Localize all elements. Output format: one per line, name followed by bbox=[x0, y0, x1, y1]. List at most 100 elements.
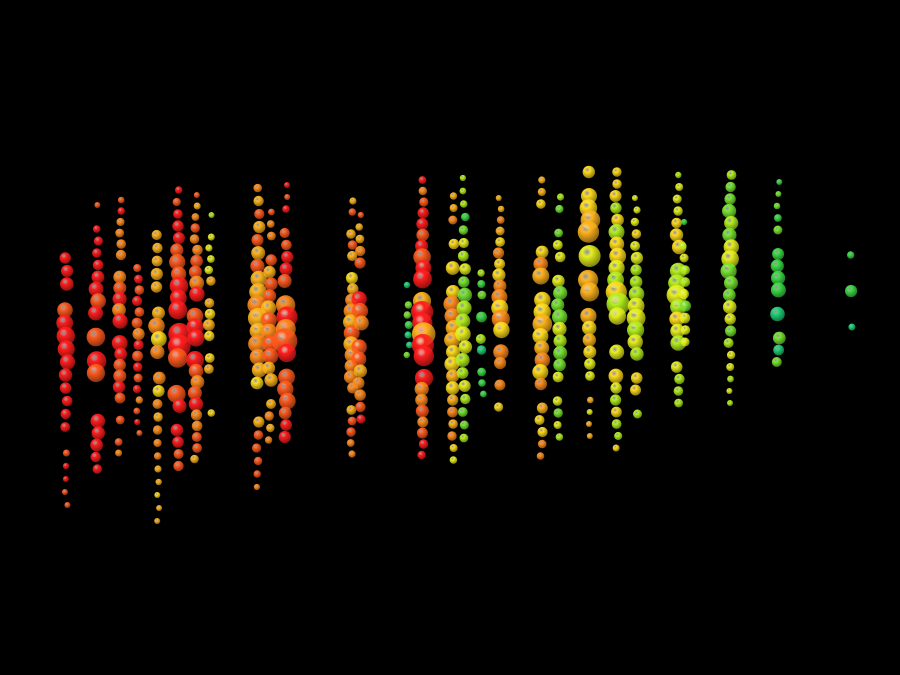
dom-hit-sphere bbox=[532, 328, 549, 344]
dom-hit-sphere bbox=[59, 252, 71, 264]
dom-hit-sphere bbox=[611, 213, 624, 227]
dom-hit-sphere bbox=[251, 234, 264, 246]
dom-hit-sphere bbox=[254, 208, 265, 220]
dom-hit-sphere bbox=[727, 400, 733, 406]
dom-hit-sphere bbox=[726, 170, 737, 180]
dom-hit-sphere bbox=[611, 419, 622, 429]
dom-hit-sphere bbox=[478, 379, 486, 387]
dom-hit-sphere bbox=[415, 393, 428, 407]
dom-hit-sphere bbox=[189, 275, 205, 291]
dom-hit-sphere bbox=[536, 452, 545, 460]
detector-string-13 bbox=[351, 211, 369, 424]
dom-hit-sphere bbox=[204, 364, 214, 374]
dom-hit-sphere bbox=[347, 416, 357, 426]
dom-hit-sphere bbox=[115, 228, 125, 238]
detector-string-17 bbox=[455, 174, 473, 443]
detector-string-27 bbox=[720, 170, 739, 406]
dom-hit-sphere bbox=[633, 409, 642, 419]
detector-string-3 bbox=[111, 196, 128, 457]
dom-hit-sphere bbox=[493, 344, 509, 360]
dom-hit-sphere bbox=[187, 386, 202, 400]
dom-hit-sphere bbox=[134, 274, 143, 284]
dom-hit-sphere bbox=[670, 361, 683, 373]
dom-hit-sphere bbox=[583, 345, 597, 359]
dom-hit-sphere bbox=[552, 309, 568, 325]
dom-hit-sphere bbox=[351, 339, 367, 355]
dom-hit-sphere bbox=[493, 279, 507, 293]
detector-string-18 bbox=[475, 269, 487, 398]
dom-hit-sphere bbox=[612, 444, 620, 452]
dom-hit-sphere bbox=[446, 345, 460, 359]
dom-hit-sphere bbox=[494, 356, 507, 370]
dom-hit-sphere bbox=[680, 337, 690, 347]
dom-hit-sphere bbox=[674, 373, 685, 385]
dom-hit-sphere bbox=[587, 396, 594, 404]
dom-hit-sphere bbox=[262, 348, 279, 364]
dom-hit-sphere bbox=[610, 394, 622, 406]
detector-string-26 bbox=[678, 218, 692, 347]
dom-hit-sphere bbox=[609, 190, 622, 202]
dom-hit-sphere bbox=[675, 183, 684, 191]
detector-string-1 bbox=[56, 252, 76, 508]
dom-hit-sphere bbox=[90, 293, 106, 309]
dom-hit-sphere bbox=[190, 254, 203, 268]
dom-hit-sphere bbox=[771, 270, 786, 286]
dom-hit-sphere bbox=[669, 228, 684, 242]
dom-hit-sphere bbox=[345, 272, 358, 284]
dom-hit-sphere bbox=[152, 385, 165, 397]
dom-hit-sphere bbox=[90, 413, 106, 429]
dom-hit-sphere bbox=[152, 242, 163, 254]
dom-hit-sphere bbox=[172, 197, 181, 207]
dom-hit-sphere bbox=[132, 384, 141, 394]
dom-hit-sphere bbox=[673, 386, 684, 396]
detector-string-2 bbox=[86, 202, 107, 474]
dom-hit-sphere bbox=[206, 276, 216, 286]
dom-hit-sphere bbox=[64, 502, 71, 508]
dom-hit-sphere bbox=[552, 396, 563, 406]
dom-hit-sphere bbox=[404, 331, 412, 339]
dom-hit-sphere bbox=[403, 311, 411, 319]
dom-hit-sphere bbox=[357, 211, 364, 219]
dom-hit-sphere bbox=[610, 202, 622, 214]
dom-hit-sphere bbox=[413, 269, 432, 289]
dom-hit-sphere bbox=[631, 195, 638, 201]
dom-hit-sphere bbox=[630, 372, 643, 384]
dom-hit-sphere bbox=[264, 373, 278, 387]
dom-hit-sphere bbox=[461, 212, 470, 222]
detector-string-11 bbox=[271, 182, 298, 444]
dom-hit-sphere bbox=[497, 205, 505, 213]
dom-hit-sphere bbox=[278, 368, 295, 386]
dom-hit-sphere bbox=[679, 253, 689, 263]
dom-hit-sphere bbox=[191, 213, 200, 221]
dom-hit-sphere bbox=[459, 433, 469, 443]
dom-hit-sphere bbox=[356, 414, 366, 424]
dom-hit-sphere bbox=[351, 351, 367, 367]
dom-hit-sphere bbox=[578, 245, 601, 267]
dom-hit-sphere bbox=[585, 371, 595, 381]
detector-string-23 bbox=[605, 167, 630, 452]
dom-hit-sphere bbox=[480, 390, 487, 398]
dom-hit-sphere bbox=[609, 236, 625, 252]
dom-hit-sphere bbox=[152, 425, 163, 435]
dom-hit-sphere bbox=[492, 247, 505, 259]
dom-hit-sphere bbox=[92, 464, 103, 474]
dom-hit-sphere bbox=[279, 227, 290, 239]
dom-hit-sphere bbox=[477, 269, 485, 277]
dom-hit-sphere bbox=[150, 331, 167, 347]
dom-hit-sphere bbox=[116, 217, 125, 227]
dom-hit-sphere bbox=[135, 396, 143, 404]
dom-hit-sphere bbox=[132, 327, 145, 341]
dom-hit-sphere bbox=[167, 384, 186, 404]
dom-hit-sphere bbox=[586, 433, 593, 439]
detector-string-28 bbox=[770, 179, 786, 367]
dom-hit-sphere bbox=[630, 251, 644, 265]
dom-hit-sphere bbox=[57, 340, 75, 358]
dom-hit-sphere bbox=[630, 264, 642, 276]
dom-hit-sphere bbox=[722, 227, 737, 243]
dom-hit-sphere bbox=[355, 223, 364, 231]
dom-hit-sphere bbox=[457, 250, 469, 262]
dom-hit-sphere bbox=[404, 301, 413, 309]
dom-hit-sphere bbox=[671, 217, 682, 229]
dom-hit-sphere bbox=[724, 313, 736, 325]
